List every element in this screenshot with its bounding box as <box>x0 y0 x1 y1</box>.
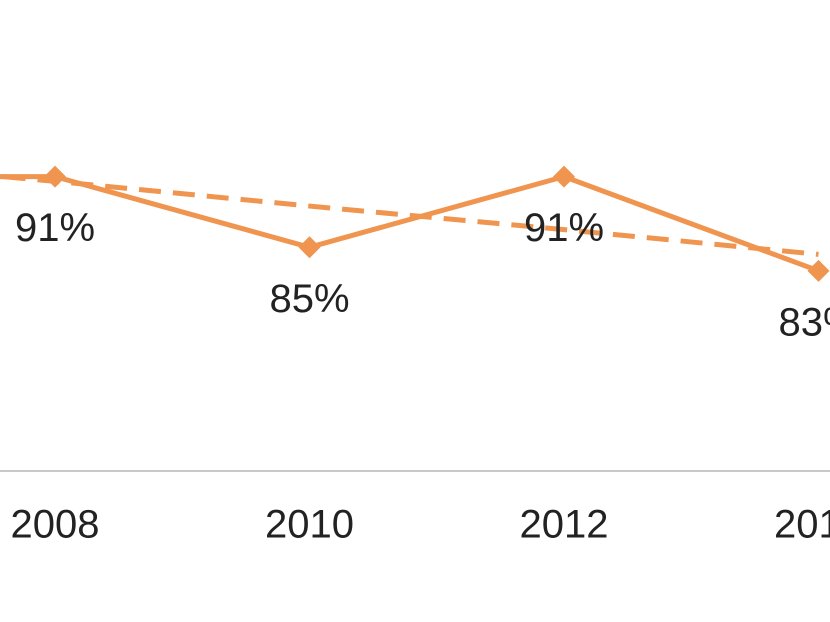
data-label: 85% <box>269 277 349 321</box>
trend-line <box>0 173 819 257</box>
data-label: 83% <box>778 300 830 344</box>
marker <box>44 165 66 188</box>
marker <box>807 259 830 282</box>
data-label: 91% <box>15 206 95 250</box>
x-tick-label: 2012 <box>520 503 609 547</box>
marker <box>298 236 321 259</box>
x-tick-label: 2010 <box>265 503 354 547</box>
x-tick-label: 2008 <box>11 503 100 547</box>
marker <box>553 165 575 188</box>
data-line <box>0 173 820 274</box>
x-tick-label: 2014 <box>774 503 830 547</box>
data-label: 91% <box>524 206 604 250</box>
